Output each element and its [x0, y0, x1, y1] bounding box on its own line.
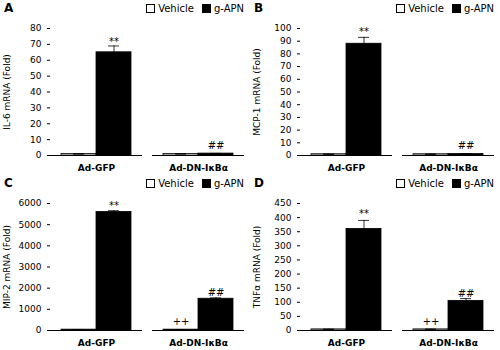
html-text:Vehicle: Vehicle — [158, 177, 194, 189]
svg-text:++: ++ — [423, 316, 440, 327]
svg-text:200: 200 — [274, 269, 291, 279]
svg-text:30: 30 — [30, 103, 42, 113]
svg-text:80: 80 — [280, 49, 292, 59]
svg-text:##: ## — [458, 288, 475, 299]
svg-text:20: 20 — [280, 125, 292, 135]
svg-text:100: 100 — [274, 23, 291, 33]
svg-text:30: 30 — [280, 112, 292, 122]
svg-text:++: ++ — [173, 316, 190, 327]
svg-text:0: 0 — [286, 150, 292, 160]
svg-text:50: 50 — [280, 311, 292, 321]
svg-text:0: 0 — [36, 150, 42, 160]
svg-text:Ad-GFP: Ad-GFP — [78, 338, 116, 348]
html-text:g-APN: g-APN — [213, 177, 244, 189]
html-text:g-APN: g-APN — [213, 2, 244, 14]
svg-text:**: ** — [109, 36, 119, 47]
svg-text:Ad-GFP: Ad-GFP — [328, 338, 366, 348]
html-text:C: C — [4, 176, 13, 190]
html-text:A: A — [4, 1, 14, 15]
svg-text:TNFα mRNA (Fold): TNFα mRNA (Fold) — [252, 226, 262, 310]
html-text:Vehicle: Vehicle — [158, 2, 194, 14]
svg-text:50: 50 — [280, 87, 292, 97]
svg-text:MIP-2 mRNA (Fold): MIP-2 mRNA (Fold) — [2, 225, 12, 309]
svg-text:Ad-DN-IκBα: Ad-DN-IκBα — [169, 338, 228, 348]
svg-text:90: 90 — [280, 36, 292, 46]
svg-text:Ad-DN-IκBα: Ad-DN-IκBα — [419, 163, 478, 173]
svg-text:450: 450 — [274, 198, 291, 208]
svg-text:300: 300 — [274, 241, 291, 251]
svg-text:70: 70 — [280, 61, 292, 71]
svg-text:5000: 5000 — [19, 220, 42, 230]
html-text:g-APN: g-APN — [463, 177, 494, 189]
svg-text:50: 50 — [30, 71, 42, 81]
svg-text:**: ** — [359, 208, 369, 219]
svg-text:Ad-GFP: Ad-GFP — [328, 163, 366, 173]
svg-text:6000: 6000 — [19, 198, 42, 208]
svg-text:**: ** — [359, 26, 369, 37]
svg-text:##: ## — [208, 287, 225, 298]
svg-text:Ad-GFP: Ad-GFP — [78, 163, 116, 173]
html-text:D: D — [254, 176, 264, 190]
svg-text:##: ## — [458, 140, 475, 151]
svg-text:150: 150 — [274, 283, 291, 293]
svg-text:100: 100 — [274, 297, 291, 307]
svg-text:3000: 3000 — [19, 262, 42, 272]
svg-text:400: 400 — [274, 212, 291, 222]
svg-text:0: 0 — [286, 325, 292, 335]
svg-text:10: 10 — [280, 138, 292, 148]
svg-text:40: 40 — [280, 100, 292, 110]
svg-text:2000: 2000 — [19, 283, 42, 293]
svg-text:1000: 1000 — [19, 304, 42, 314]
svg-text:0: 0 — [36, 325, 42, 335]
svg-text:70: 70 — [30, 39, 42, 49]
svg-text:80: 80 — [30, 23, 42, 33]
html-text:g-APN: g-APN — [463, 2, 494, 14]
svg-text:20: 20 — [30, 119, 42, 129]
svg-text:##: ## — [208, 140, 225, 151]
svg-text:4000: 4000 — [19, 241, 42, 251]
svg-text:40: 40 — [30, 87, 42, 97]
svg-text:350: 350 — [274, 227, 291, 237]
svg-text:60: 60 — [30, 55, 42, 65]
svg-text:IL-6 mRNA (Fold): IL-6 mRNA (Fold) — [2, 54, 12, 130]
svg-text:60: 60 — [280, 74, 292, 84]
svg-text:10: 10 — [30, 135, 42, 145]
svg-text:**: ** — [109, 200, 119, 211]
html-text:B: B — [254, 1, 264, 15]
svg-text:Ad-DN-IκBα: Ad-DN-IκBα — [169, 163, 228, 173]
svg-text:250: 250 — [274, 255, 291, 265]
svg-text:Ad-DN-IκBα: Ad-DN-IκBα — [419, 338, 478, 348]
svg-text:MCP-1 mRNA (Fold): MCP-1 mRNA (Fold) — [252, 48, 262, 135]
html-text:Vehicle: Vehicle — [408, 177, 444, 189]
html-text:Vehicle: Vehicle — [408, 2, 444, 14]
